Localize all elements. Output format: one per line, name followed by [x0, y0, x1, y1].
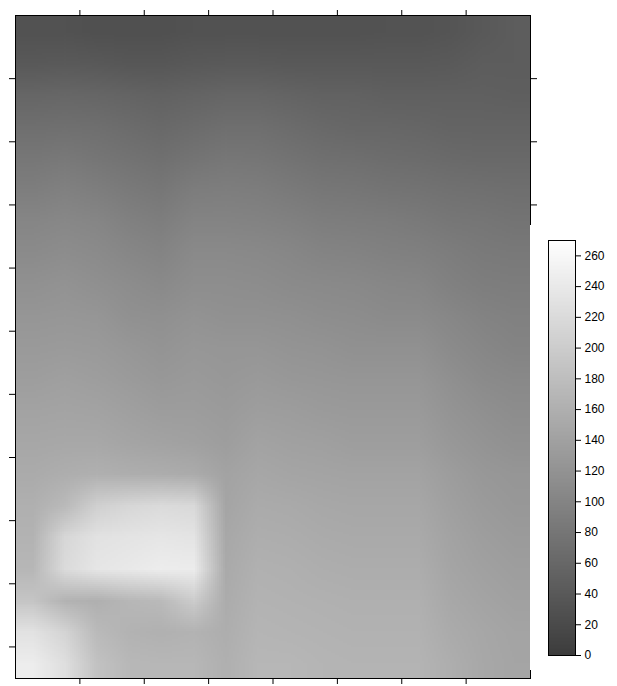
svg-text:0: 0	[585, 648, 592, 662]
svg-text:220: 220	[585, 310, 605, 324]
svg-text:120: 120	[585, 464, 605, 478]
svg-text:180: 180	[585, 372, 605, 386]
svg-text:80: 80	[585, 525, 599, 539]
svg-text:260: 260	[585, 249, 605, 263]
svg-text:40: 40	[585, 587, 599, 601]
svg-text:100: 100	[585, 495, 605, 509]
svg-text:160: 160	[585, 402, 605, 416]
svg-text:200: 200	[585, 341, 605, 355]
svg-text:140: 140	[585, 433, 605, 447]
svg-text:240: 240	[585, 279, 605, 293]
svg-text:60: 60	[585, 556, 599, 570]
svg-text:20: 20	[585, 618, 599, 632]
